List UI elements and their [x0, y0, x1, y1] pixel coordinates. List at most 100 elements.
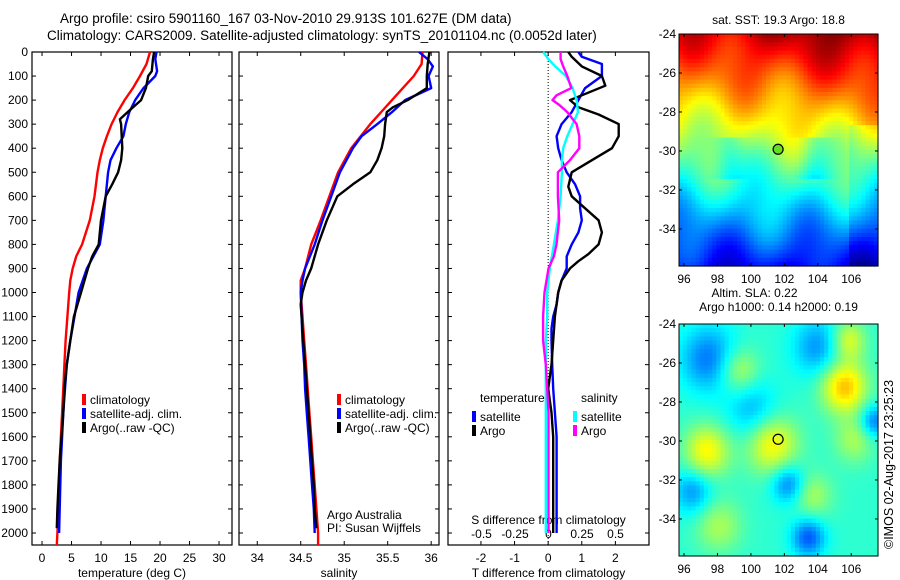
- heatmap-cell: [869, 38, 875, 43]
- heatmap-cell: [679, 361, 684, 367]
- heatmap-cell: [753, 38, 759, 43]
- heatmap-cell: [790, 108, 796, 114]
- heatmap-cell: [745, 336, 751, 342]
- heatmap-cell: [848, 452, 854, 458]
- heatmap-cell: [766, 237, 771, 242]
- heatmap-cell: [840, 237, 846, 242]
- heatmap-cell: [749, 249, 755, 255]
- heatmap-cell: [819, 469, 825, 474]
- heatmap-cell: [853, 141, 858, 147]
- heatmap-cell: [757, 92, 763, 97]
- heatmap-cell: [832, 406, 838, 412]
- heatmap-cell: [774, 104, 780, 110]
- heatmap-cell: [708, 394, 713, 400]
- heatmap-cell: [757, 158, 763, 164]
- heatmap-cell: [873, 220, 879, 226]
- heatmap-cell: [724, 340, 730, 346]
- heatmap-cell: [708, 71, 713, 77]
- heatmap-cell: [807, 431, 813, 437]
- heatmap-cell: [691, 224, 697, 230]
- heatmap-cell: [774, 232, 780, 238]
- heatmap-cell: [836, 87, 842, 93]
- heatmap-cell: [790, 116, 796, 122]
- heatmap-cell: [807, 116, 813, 122]
- heatmap-cell: [745, 170, 751, 176]
- heatmap-cell: [807, 382, 813, 387]
- heatmap-cell: [683, 58, 688, 64]
- heatmap-cell: [770, 344, 775, 350]
- heatmap-cell: [695, 199, 701, 205]
- heatmap-cell: [761, 42, 767, 48]
- heatmap-cell: [766, 469, 771, 474]
- heatmap-cell: [844, 361, 850, 367]
- heatmap-cell: [815, 348, 821, 354]
- heatmap-cell: [703, 402, 709, 408]
- heatmap-cell: [799, 440, 804, 445]
- heatmap-cell: [790, 493, 796, 499]
- heatmap-cell: [869, 481, 875, 487]
- heatmap-cell: [749, 411, 755, 416]
- heatmap-cell: [683, 402, 688, 408]
- heatmap-cell: [703, 377, 709, 383]
- heatmap-cell: [828, 477, 833, 483]
- heatmap-cell: [770, 179, 775, 184]
- heatmap-cell: [770, 183, 775, 188]
- heatmap-cell: [819, 373, 825, 379]
- heatmap-cell: [848, 460, 854, 466]
- heatmap-cell: [811, 220, 817, 226]
- heatmap-cell: [712, 241, 717, 246]
- x-tick-label: 10: [94, 551, 108, 565]
- heatmap-cell: [716, 431, 722, 437]
- heatmap-cell: [840, 179, 846, 184]
- heatmap-cell: [745, 112, 751, 118]
- heatmap-cell: [828, 336, 833, 342]
- heatmap-cell: [786, 377, 792, 383]
- heatmap-cell: [803, 224, 809, 230]
- heatmap-cell: [832, 328, 838, 333]
- heatmap-cell: [790, 460, 796, 466]
- heatmap-cell: [824, 58, 829, 64]
- heatmap-cell: [761, 460, 767, 466]
- heatmap-cell: [853, 411, 858, 416]
- heatmap-cell: [819, 228, 825, 234]
- heatmap-cell: [848, 79, 854, 85]
- heatmap-cell: [679, 344, 684, 350]
- heatmap-cell: [778, 104, 784, 110]
- heatmap-cell: [761, 241, 767, 246]
- heatmap-cell: [695, 162, 701, 168]
- heatmap-cell: [699, 253, 705, 259]
- heatmap-cell: [803, 108, 809, 114]
- heatmap-cell: [795, 208, 800, 213]
- heatmap-cell: [761, 166, 767, 172]
- heatmap-cell: [828, 440, 833, 445]
- heatmap-cell: [861, 411, 867, 416]
- heatmap-cell: [728, 261, 734, 267]
- heatmap-cell: [828, 158, 833, 164]
- heatmap-cell: [728, 191, 734, 197]
- heatmap-cell: [753, 191, 759, 197]
- heatmap-cell: [861, 427, 867, 433]
- heatmap-cell: [720, 386, 726, 391]
- heatmap-cell: [819, 382, 825, 387]
- heatmap-cell: [786, 38, 792, 43]
- heatmap-cell: [803, 46, 809, 52]
- heatmap-cell: [807, 38, 813, 43]
- heatmap-cell: [770, 481, 775, 487]
- heatmap-cell: [741, 435, 746, 441]
- heatmap-cell: [840, 336, 846, 342]
- heatmap-cell: [741, 431, 746, 437]
- heatmap-cell: [737, 386, 742, 391]
- heatmap-cell: [741, 427, 746, 433]
- heatmap-cell: [774, 369, 780, 375]
- heatmap-cell: [873, 398, 879, 404]
- legend-swatch: [82, 394, 86, 405]
- heatmap-cell: [824, 63, 829, 68]
- heatmap-cell: [828, 257, 833, 263]
- heatmap-cell: [691, 464, 697, 470]
- heatmap-cell: [737, 344, 742, 350]
- heatmap-cell: [782, 158, 788, 164]
- heatmap-cell: [724, 187, 730, 193]
- heatmap-cell: [712, 228, 717, 234]
- heatmap-cell: [757, 398, 763, 404]
- heatmap-cell: [815, 237, 821, 242]
